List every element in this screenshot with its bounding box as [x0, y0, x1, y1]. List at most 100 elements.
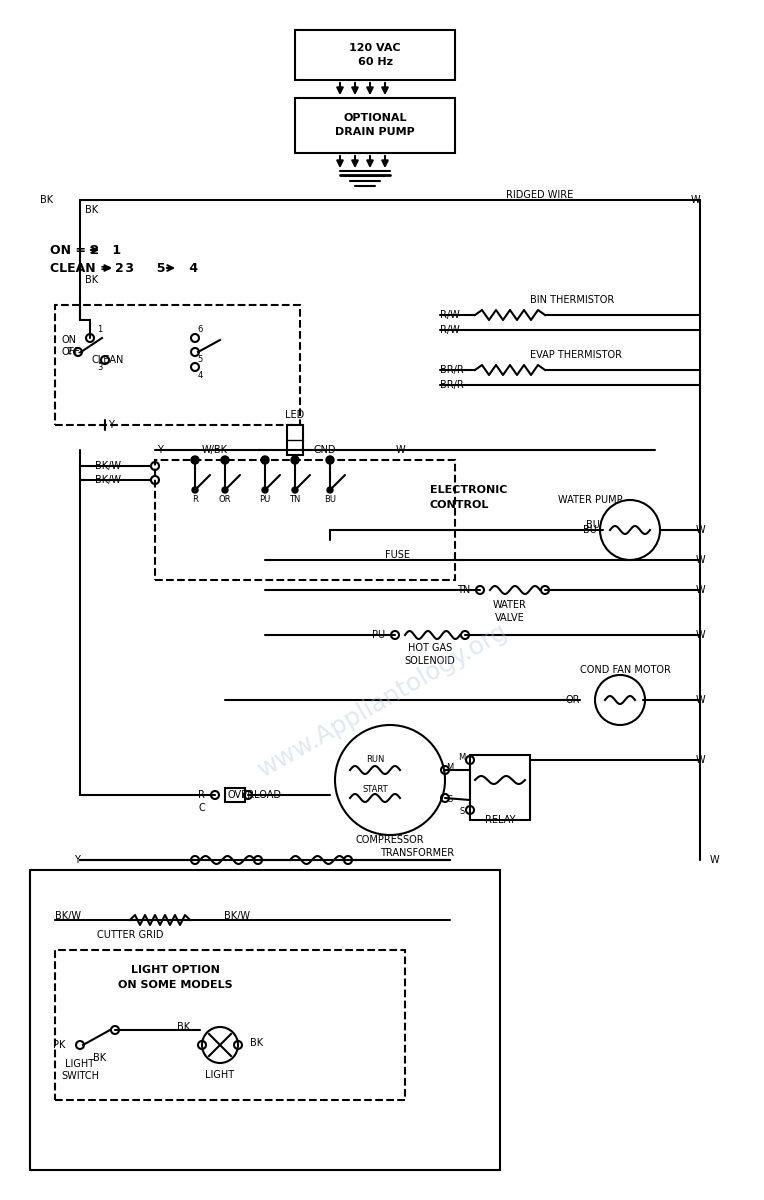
Text: GND: GND [314, 445, 336, 455]
Text: ON SOME MODELS: ON SOME MODELS [118, 980, 232, 990]
Text: WATER PUMP: WATER PUMP [558, 494, 623, 505]
Text: BIN THERMISTOR: BIN THERMISTOR [530, 295, 614, 305]
Text: TN: TN [457, 584, 470, 595]
Text: START: START [362, 786, 388, 794]
Text: 3: 3 [121, 262, 134, 275]
Text: S: S [448, 796, 452, 804]
Text: RUN: RUN [366, 756, 384, 764]
Text: W/BK: W/BK [202, 445, 228, 455]
Text: ON: ON [62, 335, 77, 346]
Bar [225, 788, 245, 802]
Text: WATER: WATER [493, 600, 527, 610]
Text: W: W [695, 755, 705, 766]
Text: TN: TN [290, 496, 301, 504]
Text: BK/W: BK/W [95, 461, 121, 470]
Text: BK/W: BK/W [95, 475, 121, 485]
Bar [30, 870, 500, 1170]
Text: 1: 1 [108, 244, 121, 257]
Circle shape [262, 487, 268, 493]
Text: BU: BU [324, 496, 336, 504]
Text: W: W [710, 854, 720, 865]
Circle shape [291, 456, 299, 464]
Text: CUTTER GRID: CUTTER GRID [97, 930, 163, 940]
Text: OPTIONAL: OPTIONAL [343, 113, 406, 122]
Text: ON = 2: ON = 2 [50, 244, 103, 257]
Text: EVAP THERMISTOR: EVAP THERMISTOR [530, 350, 622, 360]
Text: BK: BK [85, 275, 98, 284]
Text: 1: 1 [97, 325, 102, 335]
Text: 3: 3 [97, 364, 102, 372]
Circle shape [191, 456, 199, 464]
Text: FUSE: FUSE [385, 550, 410, 560]
Text: LIGHT OPTION: LIGHT OPTION [131, 965, 219, 974]
Text: BK: BK [85, 205, 98, 215]
Circle shape [327, 487, 333, 493]
Text: BK: BK [250, 1038, 263, 1048]
Text: HOT GAS: HOT GAS [408, 643, 452, 653]
Text: COMPRESSOR: COMPRESSOR [356, 835, 424, 845]
Text: 5: 5 [148, 262, 170, 275]
Text: BR/R: BR/R [440, 380, 464, 390]
Text: RELAY: RELAY [484, 815, 515, 826]
Text: LED: LED [286, 410, 305, 420]
Text: R: R [198, 790, 205, 800]
Text: PU: PU [372, 630, 385, 640]
Text: M: M [446, 763, 454, 773]
Text: W: W [695, 584, 705, 595]
Text: OFF: OFF [62, 347, 81, 358]
Text: www.Appliantology.org: www.Appliantology.org [254, 618, 512, 781]
Text: LIGHT
SWITCH: LIGHT SWITCH [61, 1060, 99, 1081]
Text: ELECTRONIC: ELECTRONIC [430, 485, 507, 494]
Text: 5: 5 [197, 355, 202, 365]
Text: W: W [691, 194, 700, 205]
Bar [55, 950, 405, 1100]
Text: BU: BU [586, 520, 600, 530]
Text: BR/R: BR/R [440, 365, 464, 374]
Text: DRAIN PUMP: DRAIN PUMP [335, 127, 415, 137]
Text: BU: BU [583, 526, 597, 535]
Text: 4: 4 [185, 262, 198, 275]
Text: R/W: R/W [440, 310, 460, 320]
Text: 6: 6 [197, 325, 202, 335]
Text: 120 VAC: 120 VAC [349, 43, 401, 53]
Text: Y: Y [157, 445, 163, 455]
Text: LIGHT: LIGHT [206, 1070, 235, 1080]
Text: S: S [460, 808, 465, 816]
Text: CLEAN = 2: CLEAN = 2 [50, 262, 128, 275]
Text: W: W [695, 554, 705, 565]
Circle shape [261, 456, 269, 464]
Text: W: W [695, 630, 705, 640]
Text: M: M [458, 754, 465, 762]
Text: OVERLOAD: OVERLOAD [228, 790, 282, 800]
Text: 4: 4 [197, 371, 202, 379]
Text: VALVE: VALVE [495, 613, 525, 623]
Bar [155, 460, 455, 580]
Circle shape [222, 487, 228, 493]
Text: CONTROL: CONTROL [430, 500, 490, 510]
Text: R/W: R/W [440, 325, 460, 335]
Text: C: C [198, 803, 205, 814]
Circle shape [292, 487, 298, 493]
Text: Y: Y [74, 854, 80, 865]
Bar [55, 305, 300, 425]
Text: W: W [395, 445, 405, 455]
Text: BK/W: BK/W [224, 911, 250, 922]
Text: 60 Hz: 60 Hz [358, 56, 393, 67]
Bar [287, 425, 303, 455]
Text: COND FAN MOTOR: COND FAN MOTOR [580, 665, 671, 674]
Text: RIDGED WIRE: RIDGED WIRE [507, 190, 574, 200]
Text: PU: PU [259, 496, 270, 504]
Text: CLEAN: CLEAN [92, 355, 125, 365]
Text: R: R [192, 496, 198, 504]
Text: BK: BK [177, 1022, 190, 1032]
Text: W: W [695, 695, 705, 704]
Bar [295, 98, 455, 152]
Text: BK: BK [93, 1054, 106, 1063]
Bar [295, 30, 455, 80]
Circle shape [221, 456, 229, 464]
Text: OR: OR [219, 496, 231, 504]
Text: Y: Y [108, 420, 114, 430]
Circle shape [326, 456, 334, 464]
Text: BK/W: BK/W [55, 911, 81, 922]
Text: SOLENOID: SOLENOID [405, 656, 455, 666]
